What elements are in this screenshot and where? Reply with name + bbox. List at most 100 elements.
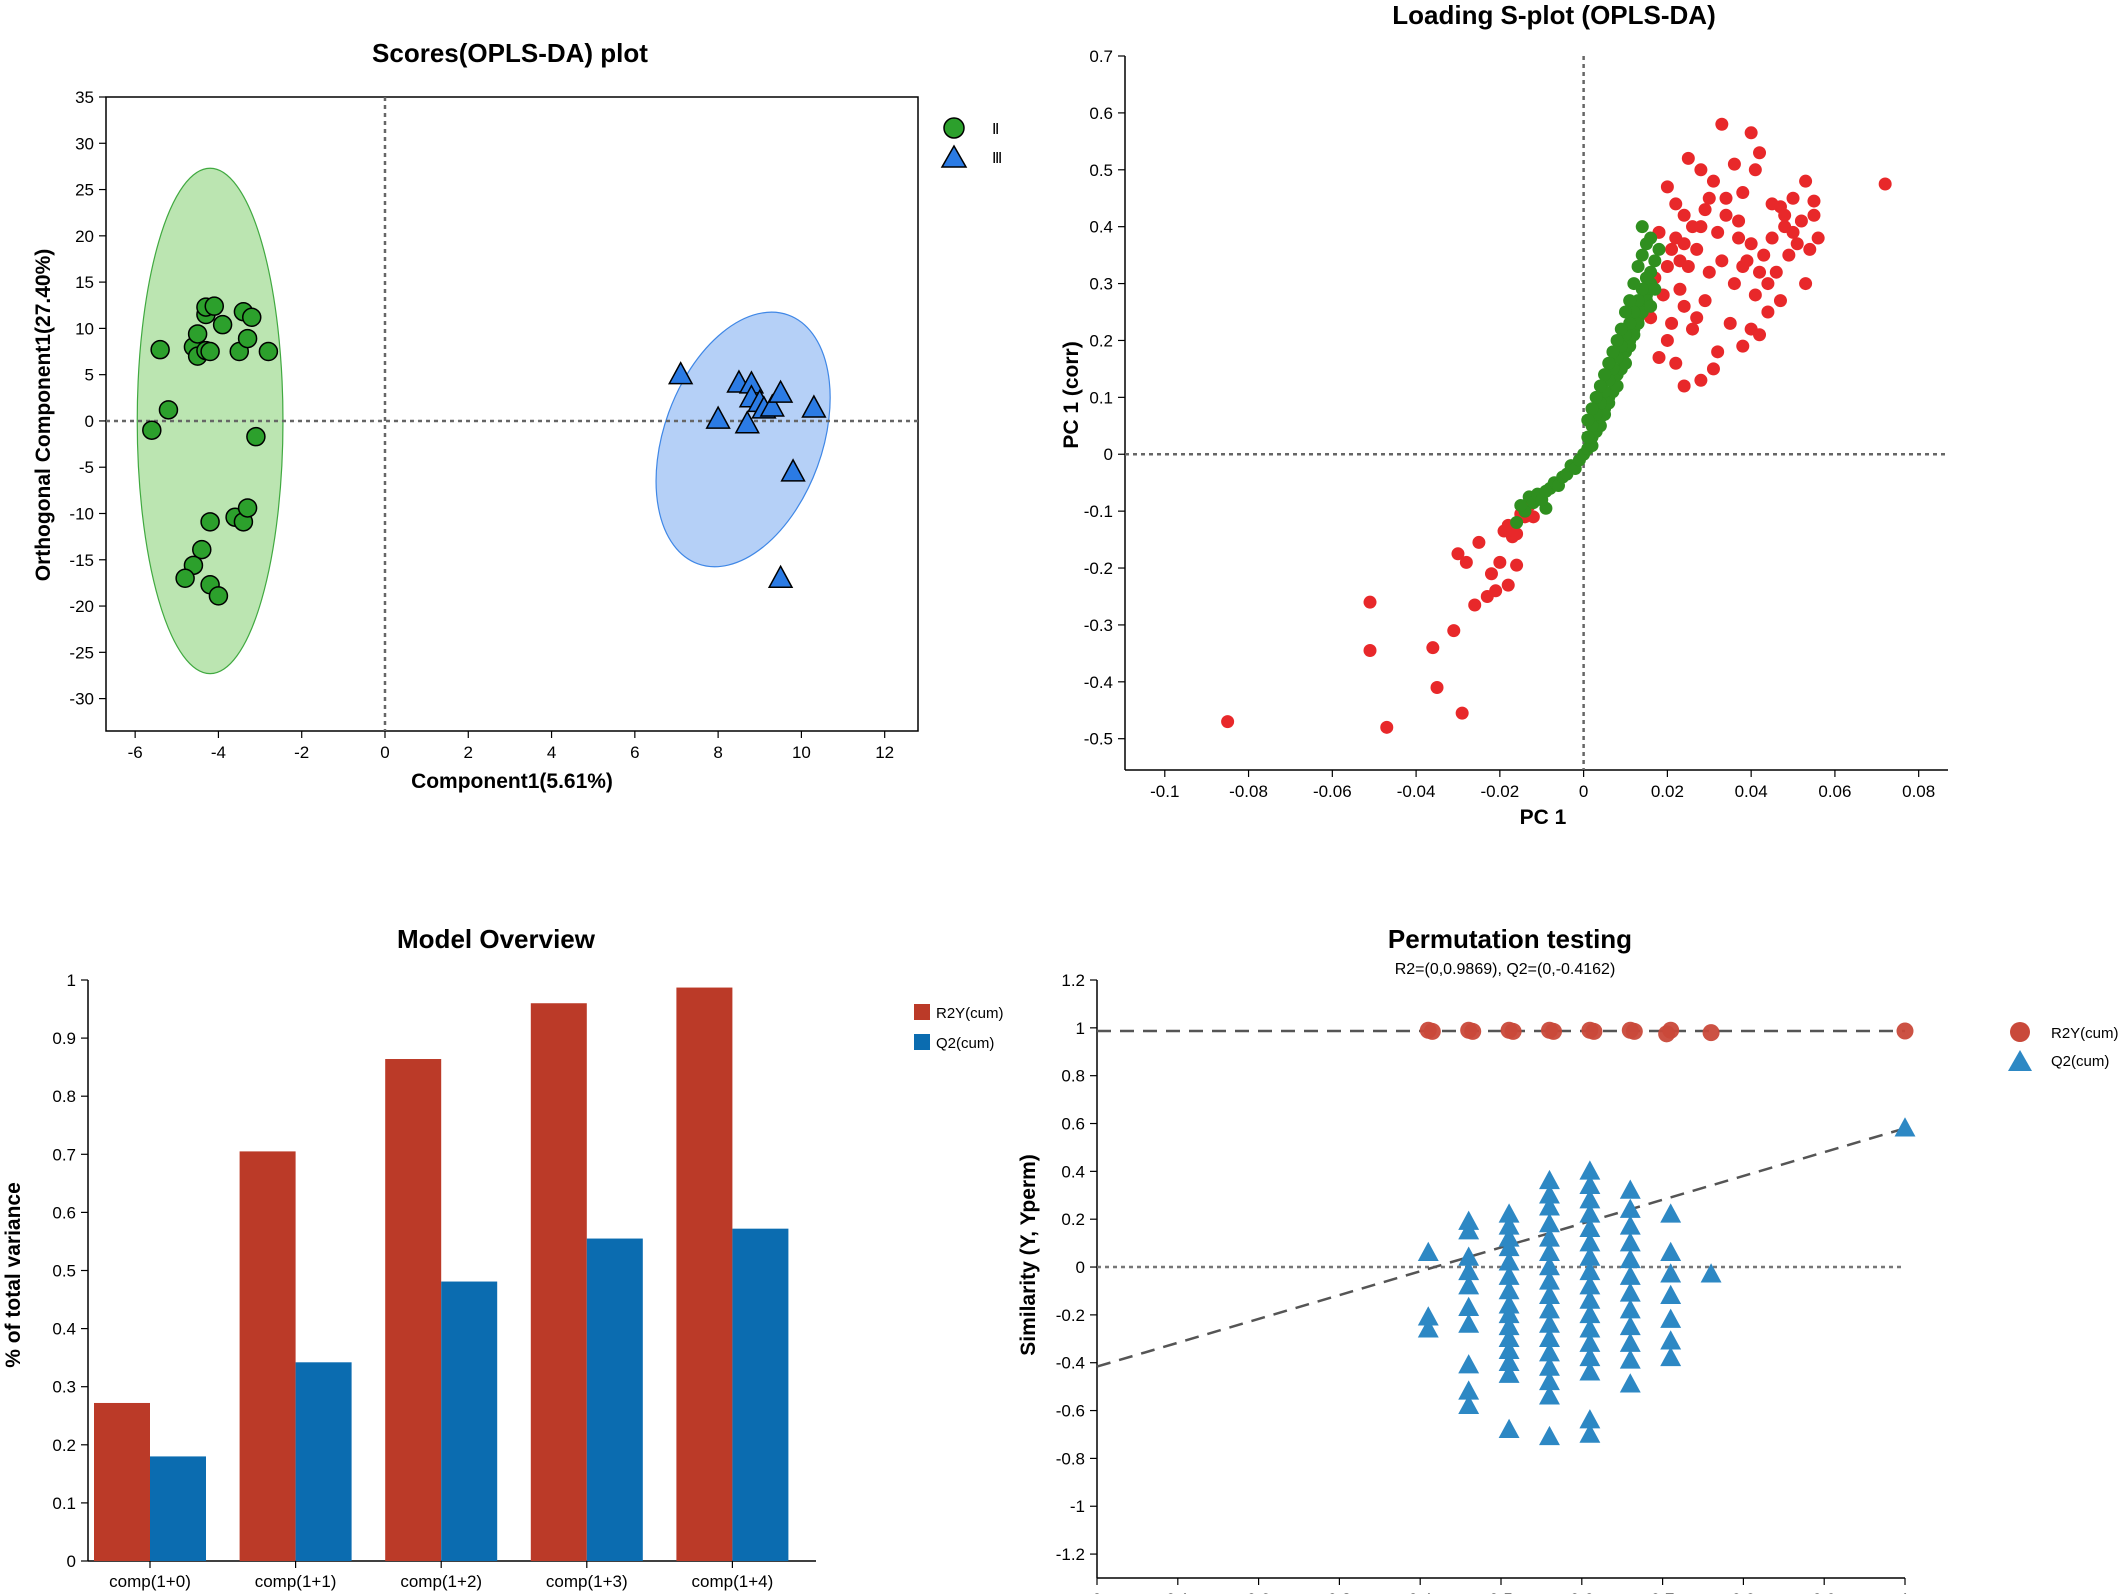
permutation-point [1539, 1270, 1560, 1290]
model-legend-label-q2: Q2(cum) [936, 1035, 994, 1052]
permutation-point [1498, 1327, 1520, 1348]
permutation-point [1660, 1241, 1682, 1261]
permutation-point [1579, 1203, 1601, 1223]
model-legend-label-r2y: R2Y(cum) [936, 1005, 1004, 1022]
scores-plot-title: Scores(OPLS-DA) plot [372, 38, 648, 68]
permutation-x-ticks: 0 0.1 0.2 0.3 0.4 0.5 0.6 0.7 0.8 0.9 1 [1092, 1578, 1910, 1594]
loading-point [1635, 220, 1649, 234]
loading-point [1660, 333, 1674, 347]
s-plot-y-tick-label: 0.2 [1089, 331, 1113, 350]
permutation-point [1619, 1332, 1641, 1352]
bar [586, 1238, 643, 1561]
score-point [667, 361, 694, 385]
permutation-point [1458, 1380, 1480, 1400]
bar [530, 1003, 587, 1561]
s-plot-x-tick-label: -0.04 [1397, 782, 1436, 801]
bar [676, 987, 733, 1561]
permutation-point [1579, 1246, 1601, 1266]
permutation-point [1498, 1279, 1520, 1300]
s-plot-y-tick-label: -0.5 [1084, 730, 1113, 749]
loading-point [1748, 288, 1762, 302]
permutation-point [1458, 1260, 1480, 1281]
perm-x-tick-label: 0.1 [1166, 1590, 1190, 1594]
s-plot-x-ticks: -0.1 -0.08 -0.06 -0.04 -0.02 0 0.02 0.04 0.06 0.0… [1150, 770, 1935, 801]
score-point [200, 512, 220, 532]
perm-legend-label-q2: Q2(cum) [2051, 1053, 2109, 1070]
loading-point [1648, 282, 1662, 296]
scores-y-tick-label: 5 [85, 366, 94, 385]
confidence-ellipse-2 [655, 311, 831, 568]
permutation-points [1417, 1021, 1916, 1446]
permutation-point [1579, 1423, 1601, 1443]
permutation-point [1579, 1232, 1601, 1252]
loading-point [1782, 248, 1796, 262]
permutation-point [1504, 1022, 1522, 1040]
permutation-panel: Permutation testing R2=(0,0.9869), Q2=(0… [1017, 924, 2119, 1594]
score-point [158, 400, 179, 420]
loading-point [1673, 282, 1687, 296]
permutation-point [1619, 1198, 1641, 1218]
loading-point [1514, 498, 1528, 512]
loading-point [1694, 373, 1708, 387]
loading-point [1581, 413, 1595, 427]
permutation-point [1423, 1022, 1441, 1040]
loading-point [1627, 277, 1641, 291]
s-plot-y-tick-label: 0.6 [1089, 104, 1113, 123]
scores-plot-y-ticks: 35 30 25 20 15 10 5 0 -5 -10 -15 -20 -25 -30 [69, 88, 106, 709]
loading-point [1648, 254, 1662, 268]
score-point [175, 568, 195, 589]
model-y-tick-label: 0.7 [52, 1145, 76, 1164]
loading-point [1610, 333, 1624, 347]
scores-x-tick-label: -6 [128, 743, 143, 762]
model-overview-panel: Model Overview 1 0.9 0.8 0.7 0.6 0.5 0.4 0.3 0.2… [2, 924, 1004, 1591]
permutation-point [1579, 1160, 1601, 1180]
scores-y-tick-label: 25 [75, 181, 94, 200]
scores-plot-x-label: Component1(5.61%) [411, 770, 613, 793]
perm-x-tick-label: 1 [1900, 1590, 1909, 1594]
model-x-tick-label: comp(1+2) [400, 1572, 482, 1591]
model-overview-x-ticks: comp(1+0) comp(1+1) comp(1+2) comp(1+3) comp… [109, 1561, 773, 1591]
permutation-point [1498, 1215, 1520, 1235]
loading-point [1639, 271, 1653, 285]
scores-x-tick-label: -4 [211, 743, 226, 762]
perm-y-tick-label: -0.4 [1056, 1354, 1085, 1373]
bar [441, 1281, 498, 1561]
score-point [204, 296, 225, 316]
permutation-point [1539, 1196, 1560, 1216]
model-y-tick-label: 1 [67, 971, 76, 990]
model-y-tick-label: 0.4 [52, 1320, 76, 1339]
score-point [767, 564, 794, 589]
loading-point [1631, 260, 1645, 274]
loading-point [1468, 598, 1482, 612]
permutation-point [1894, 1117, 1916, 1137]
loading-point [1719, 208, 1733, 222]
model-y-tick-label: 0.8 [52, 1087, 76, 1106]
permutation-point [1539, 1342, 1560, 1362]
loading-point [1510, 527, 1524, 541]
s-plot-points [1221, 117, 1892, 734]
scores-plot-panel: Scores(OPLS-DA) plot -6 -4 -2 0 2 4 6 8 10 12 353… [32, 38, 1002, 793]
permutation-point [1660, 1284, 1682, 1304]
scores-y-tick-label: 10 [75, 319, 94, 338]
loading-point [1748, 163, 1762, 177]
s-plot-y-tick-label: 0.1 [1089, 388, 1113, 407]
loading-point [1602, 356, 1616, 370]
model-y-tick-label: 0.5 [52, 1262, 76, 1281]
permutation-point [1498, 1251, 1520, 1271]
loading-point [1380, 720, 1394, 734]
loading-point [1807, 208, 1821, 222]
loading-point [1711, 225, 1725, 239]
scores-legend-label-2: Ⅲ [992, 150, 1002, 167]
loading-point [1363, 644, 1377, 658]
scores-y-tick-label: -25 [69, 643, 94, 662]
perm-y-tick-label: 0.6 [1061, 1115, 1085, 1134]
bar [732, 1228, 789, 1561]
q2-regression-line [1096, 1127, 1906, 1368]
permutation-point [1619, 1282, 1641, 1302]
perm-x-tick-label: 0.8 [1732, 1590, 1756, 1594]
permutation-point [1702, 1024, 1720, 1042]
permutation-title: Permutation testing [1388, 924, 1632, 954]
perm-y-tick-label: 0.4 [1061, 1162, 1085, 1181]
score-point [150, 339, 170, 360]
